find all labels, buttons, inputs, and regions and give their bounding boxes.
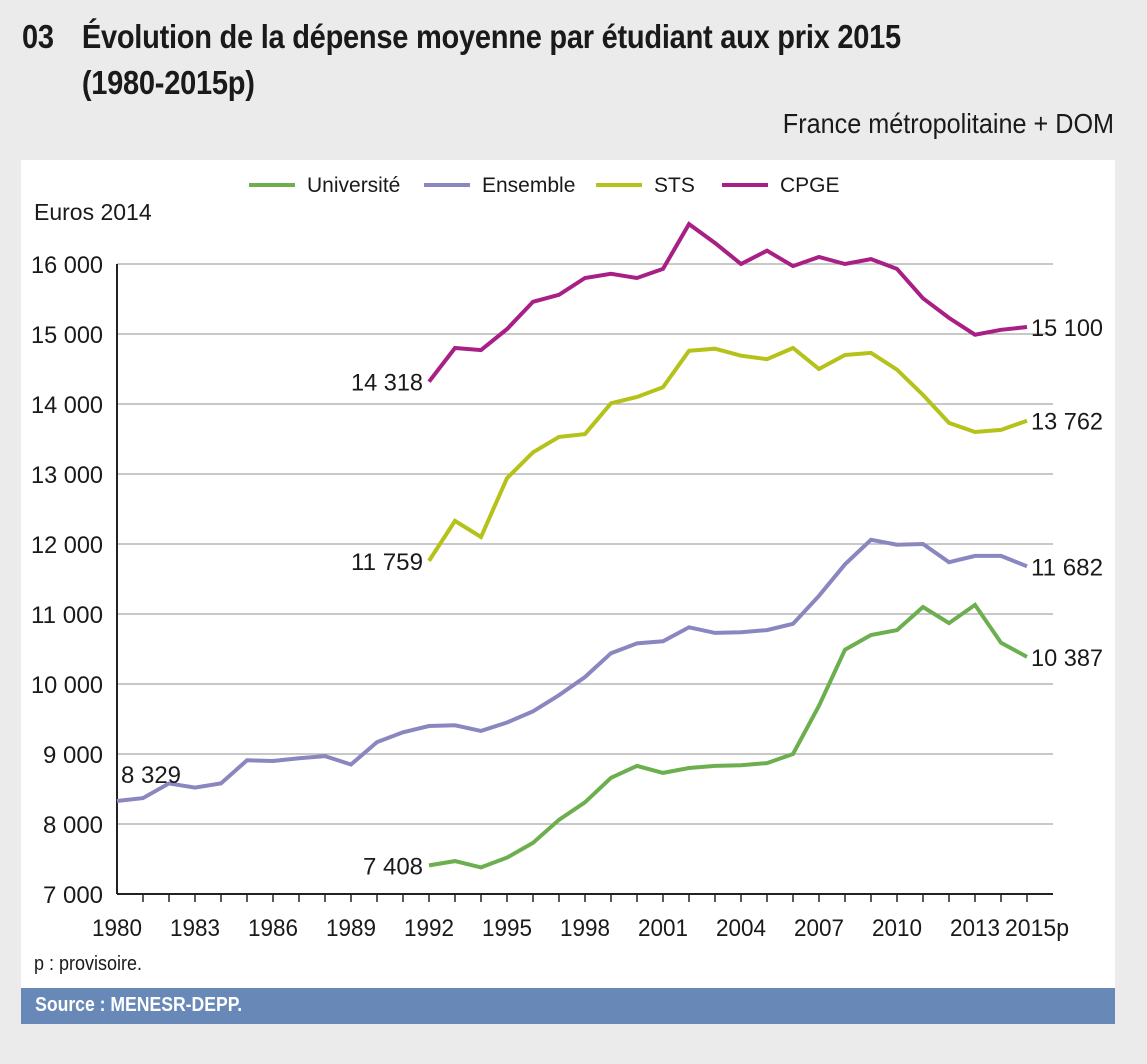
gridlines	[117, 263, 1053, 825]
x-tick-label: 2013	[950, 915, 1000, 942]
x-tick-label: 2015p	[1005, 915, 1069, 942]
title-line-1: Évolution de la dépense moyenne par étud…	[81, 18, 901, 55]
legend-label: STS	[654, 174, 695, 197]
legend-label: Ensemble	[482, 174, 575, 197]
x-tick-label: 2004	[716, 915, 766, 942]
y-tick-label: 14 000	[31, 392, 103, 419]
chart-subtitle: France métropolitaine + DOM	[782, 108, 1114, 139]
legend: Université Ensemble STS CPGE	[249, 174, 840, 197]
end-value-label: 15 100	[1031, 315, 1103, 342]
series-line-cpge	[427, 221, 1028, 383]
legend-label: Université	[307, 174, 400, 197]
x-tick-label: 1983	[170, 915, 220, 942]
figure-number: 03	[22, 18, 54, 55]
y-tick-label: 9 000	[43, 742, 103, 769]
x-tick-label: 2010	[872, 915, 922, 942]
start-value-label: 14 318	[351, 370, 423, 397]
series-lines	[116, 221, 1028, 870]
series-line-sts	[427, 345, 1028, 562]
y-tick-label: 15 000	[31, 322, 103, 349]
start-value-label: 11 759	[351, 549, 423, 576]
title-line-2: (1980-2015p)	[81, 64, 255, 101]
footnote: p : provisoire.	[34, 953, 143, 975]
start-value-label: 7 408	[363, 853, 423, 880]
series-line-universit	[428, 602, 1028, 870]
x-tick-label: 2001	[638, 915, 688, 942]
x-tick-label: 1998	[560, 915, 610, 942]
x-tick-label: 1986	[248, 915, 298, 942]
y-tick-label: 13 000	[31, 462, 103, 489]
x-tick-label: 1980	[92, 915, 142, 942]
axes: 7 000 8 000 9 000 10 000 11 000 12 000 13 000 1…	[31, 252, 1069, 942]
series-line-ensemble	[116, 537, 1028, 803]
y-tick-label: 11 000	[31, 602, 103, 629]
end-value-label: 11 682	[1031, 554, 1103, 581]
y-tick-label: 12 000	[31, 532, 103, 559]
y-tick-label: 10 000	[31, 672, 103, 699]
chart-panel	[21, 160, 1115, 988]
source-text: Source : MENESR-DEPP.	[35, 994, 243, 1016]
x-tick-label: 2007	[794, 915, 844, 942]
y-tick-label: 8 000	[43, 812, 103, 839]
x-tick-label: 1992	[404, 915, 454, 942]
x-tick-label: 1989	[326, 915, 376, 942]
start-value-label: 8 329	[121, 762, 181, 789]
data-labels: 7 408 10 387 8 329 11 682 11 759 13 762 14 318…	[121, 315, 1103, 880]
y-tick-label: 16 000	[31, 252, 103, 279]
chart-title: 03 Évolution de la dépense moyenne par ét…	[22, 14, 901, 106]
y-tick-label: 7 000	[43, 882, 103, 909]
end-value-label: 10 387	[1031, 645, 1103, 672]
end-value-label: 13 762	[1031, 409, 1103, 436]
y-axis-label: Euros 2014	[34, 199, 152, 225]
legend-label: CPGE	[780, 174, 840, 197]
source-bar: Source : MENESR-DEPP.	[21, 988, 1115, 1024]
x-tick-label: 1995	[482, 915, 532, 942]
